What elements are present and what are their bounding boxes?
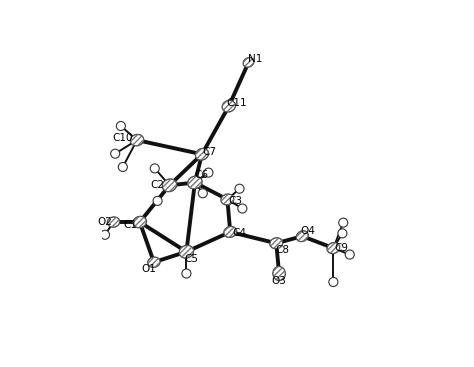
Circle shape xyxy=(150,164,159,173)
Ellipse shape xyxy=(222,101,236,112)
Ellipse shape xyxy=(133,216,146,228)
Circle shape xyxy=(235,184,244,193)
Text: C4: C4 xyxy=(233,228,246,238)
Circle shape xyxy=(339,218,348,227)
Text: C1: C1 xyxy=(123,221,137,230)
Text: C6: C6 xyxy=(194,170,208,179)
Circle shape xyxy=(238,204,247,213)
Circle shape xyxy=(118,163,128,171)
Ellipse shape xyxy=(270,238,283,249)
Circle shape xyxy=(329,277,338,287)
Ellipse shape xyxy=(243,58,254,67)
Text: N1: N1 xyxy=(248,54,263,64)
Text: C2: C2 xyxy=(151,180,164,190)
Text: C9: C9 xyxy=(334,243,348,253)
Text: O2: O2 xyxy=(97,217,112,227)
Circle shape xyxy=(204,168,213,177)
Ellipse shape xyxy=(273,266,285,280)
Circle shape xyxy=(338,229,347,238)
Ellipse shape xyxy=(221,194,234,205)
Text: C5: C5 xyxy=(184,254,199,264)
Circle shape xyxy=(116,121,125,131)
Text: C7: C7 xyxy=(202,147,217,157)
Ellipse shape xyxy=(162,179,177,192)
Text: O4: O4 xyxy=(301,226,315,236)
Text: C10: C10 xyxy=(112,133,133,143)
Circle shape xyxy=(345,250,354,259)
Ellipse shape xyxy=(130,134,144,146)
Text: C11: C11 xyxy=(227,98,247,108)
Ellipse shape xyxy=(296,231,308,241)
Text: O3: O3 xyxy=(272,276,287,286)
Circle shape xyxy=(110,149,120,158)
Ellipse shape xyxy=(224,226,237,237)
Text: O1: O1 xyxy=(142,264,156,274)
Ellipse shape xyxy=(107,217,119,227)
Circle shape xyxy=(198,189,207,198)
Ellipse shape xyxy=(148,257,160,267)
Ellipse shape xyxy=(179,246,194,258)
Circle shape xyxy=(100,230,109,239)
Text: C8: C8 xyxy=(275,245,289,255)
Text: C3: C3 xyxy=(229,196,243,206)
Circle shape xyxy=(182,269,191,278)
Circle shape xyxy=(153,196,162,206)
Ellipse shape xyxy=(195,148,209,160)
Ellipse shape xyxy=(327,243,340,254)
Ellipse shape xyxy=(188,176,202,189)
